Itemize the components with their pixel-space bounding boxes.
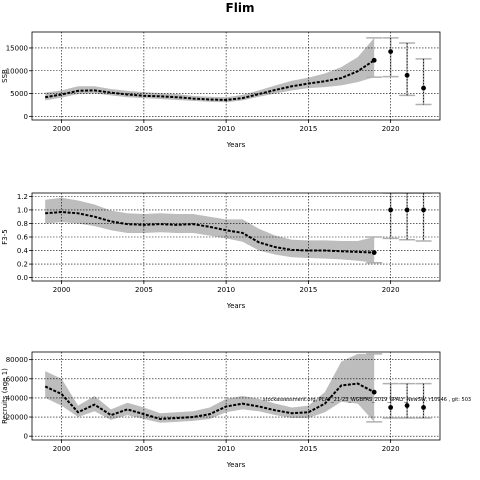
y-axis-label: F3-5 (1, 229, 9, 244)
projection-point-2020 (388, 405, 394, 410)
panel-frame (31, 351, 441, 441)
plot-area (32, 352, 440, 440)
y-tick-label: 0.2 (17, 261, 28, 269)
panel-3: 2000 2005 2010 2015 2020 0 20000 40000 60000 8000… (1, 351, 441, 469)
projection-point-2022 (421, 85, 426, 91)
x-tick-label: 2000 (53, 125, 71, 133)
y-tick-label: 5000 (10, 90, 28, 98)
x-tick-label: 2000 (53, 445, 71, 453)
x-tick-label: 2015 (299, 445, 317, 453)
y-tick-label: 20000 (6, 414, 28, 422)
x-tick-label: 2020 (382, 286, 400, 294)
confidence-band (45, 197, 375, 263)
y-tick-label: 10000 (6, 67, 28, 75)
y-tick-label: 0.4 (17, 247, 29, 255)
y-axis-label: Recruits (age 1) (1, 368, 9, 424)
estimate-endpoint (371, 389, 377, 395)
y-tick-label: 15000 (6, 44, 28, 52)
estimate-line (44, 382, 375, 420)
projection-point-2020 (388, 49, 394, 55)
y-tick-label: 40000 (6, 394, 28, 402)
projection-point-2022 (421, 405, 426, 410)
x-tick-label: 2015 (299, 125, 317, 133)
estimate-line (44, 59, 375, 101)
projection-point-2022 (421, 207, 426, 213)
x-tick-label: 2005 (135, 286, 153, 294)
projection-point-2021 (404, 207, 410, 213)
chart-title: Flim (225, 1, 255, 15)
panel-2: 2000 2005 2010 2015 2020 0.0 0.2 0.4 0.6 0.8 1.0 1.… (1, 192, 441, 310)
watermark-text: stockassessment.org, PLA7_21-23_WGBFAS_2… (263, 397, 471, 403)
x-axis-label: Years (226, 141, 246, 149)
x-tick-label: 2010 (217, 125, 235, 133)
estimate-endpoint (371, 57, 377, 63)
plot-area (32, 32, 440, 120)
x-tick-label: 2005 (135, 445, 153, 453)
x-tick-label: 2000 (53, 286, 71, 294)
y-tick-label: 1.0 (17, 206, 28, 214)
x-axis-label: Years (226, 461, 246, 469)
y-axis-label: SSB (1, 69, 9, 83)
y-tick-label: 0.8 (17, 220, 28, 228)
plot-area (32, 193, 440, 281)
y-tick-label: 0.6 (17, 234, 29, 242)
y-tick-label: 60000 (6, 375, 28, 383)
y-tick-label: 80000 (6, 356, 28, 364)
x-tick-label: 2020 (382, 445, 400, 453)
projection-point-2021 (404, 403, 410, 408)
estimate-endpoint (371, 250, 377, 255)
x-tick-label: 2015 (299, 286, 317, 294)
estimate-line (45, 210, 375, 254)
panel-frame (31, 31, 441, 121)
x-tick-label: 2010 (217, 286, 235, 294)
y-tick-label: 0.0 (17, 274, 28, 282)
projection-point-2021 (404, 72, 410, 78)
y-tick-label: 1.2 (17, 193, 28, 201)
x-axis-label: Years (226, 302, 246, 310)
x-tick-label: 2020 (382, 125, 400, 133)
confidence-band (45, 37, 375, 103)
x-tick-label: 2010 (217, 445, 235, 453)
panel-1: 2000 2005 2010 2015 2020 0 5000 10000 15000 Years… (1, 31, 441, 149)
projection-point-2020 (388, 207, 394, 213)
y-tick-label: 0 (24, 113, 28, 121)
x-tick-label: 2005 (135, 125, 153, 133)
confidence-band (45, 353, 375, 423)
y-tick-label: 0 (24, 433, 28, 441)
